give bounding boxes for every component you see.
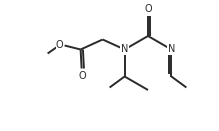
Text: O: O	[56, 40, 64, 50]
Text: O: O	[79, 71, 87, 81]
Text: O: O	[144, 4, 152, 13]
Text: N: N	[168, 45, 175, 54]
Text: N: N	[121, 45, 128, 54]
